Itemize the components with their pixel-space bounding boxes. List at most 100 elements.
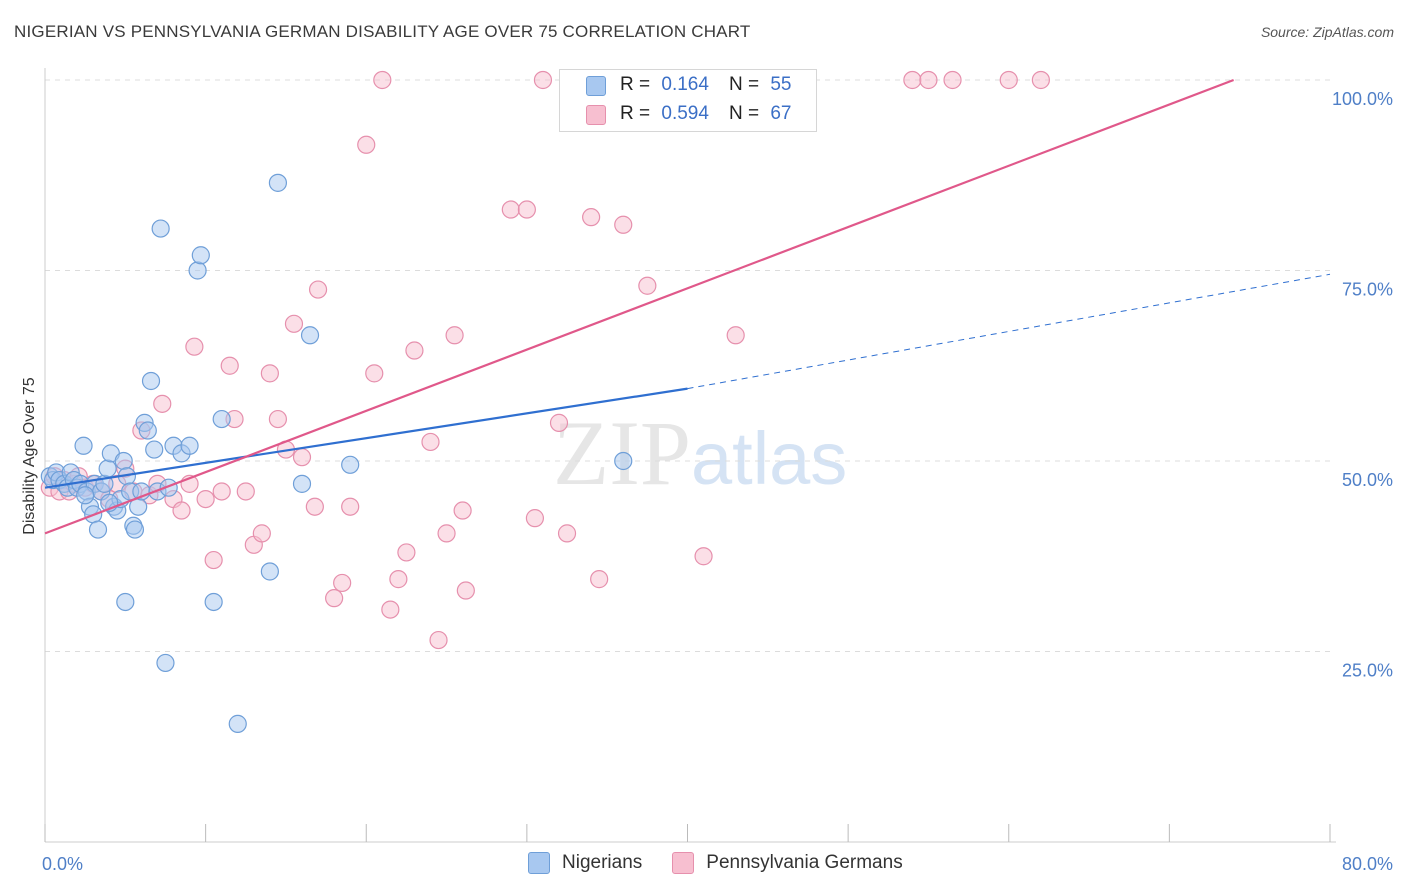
point-penn-german	[999, 70, 1018, 90]
point-penn-german	[341, 497, 360, 516]
x-tick-label: 0.0%	[42, 854, 83, 874]
trend-line-penn-germans	[44, 78, 1235, 535]
point-penn-german	[325, 589, 344, 608]
data-points	[40, 70, 1050, 733]
y-tick-label: 75.0%	[1342, 279, 1393, 299]
point-penn-german	[305, 497, 324, 516]
legend-label-nigerians: Nigerians	[562, 852, 643, 873]
point-nigerian	[204, 592, 223, 612]
y-axis-title: Disability Age Over 75	[21, 377, 38, 535]
point-penn-german	[260, 364, 279, 383]
point-penn-german	[429, 630, 448, 650]
point-penn-german	[381, 600, 400, 619]
trend-lines	[44, 78, 1331, 535]
point-nigerian	[292, 474, 312, 493]
point-nigerian	[88, 520, 108, 539]
legend-swatch-nigerians	[586, 76, 606, 96]
point-penn-german	[437, 524, 456, 543]
legend-n-label: N =	[728, 103, 760, 124]
point-penn-german	[453, 501, 472, 520]
point-penn-german	[389, 570, 408, 589]
watermark-atlas: atlas	[691, 417, 848, 500]
point-penn-german	[204, 550, 223, 570]
point-penn-german	[212, 482, 231, 501]
point-nigerian	[260, 562, 279, 581]
legend-item-penn-germans: Pennsylvania Germans	[672, 852, 903, 874]
point-penn-german	[694, 547, 713, 566]
point-nigerian	[180, 436, 199, 455]
legend-swatch-penn-germans	[672, 852, 695, 874]
point-penn-german	[252, 524, 271, 543]
legend-label-penn-germans: Pennsylvania Germans	[706, 852, 903, 873]
point-nigerian	[188, 261, 207, 280]
point-nigerian	[141, 371, 161, 391]
point-nigerian	[614, 451, 633, 471]
point-penn-german	[236, 482, 255, 501]
point-nigerian	[151, 219, 170, 238]
y-tick-label: 100.0%	[1332, 89, 1393, 109]
point-nigerian	[116, 592, 135, 612]
point-penn-german	[1031, 70, 1050, 90]
source-label: Source: ZipAtlas.com	[1260, 24, 1394, 40]
stats-legend: R = 0.164 N = 55 R = 0.594 N = 67	[559, 69, 817, 132]
y-tick-label: 25.0%	[1342, 660, 1393, 680]
point-nigerian	[191, 246, 210, 265]
point-penn-german	[397, 543, 416, 562]
trend-line-nigerians-extension	[687, 273, 1331, 390]
legend-row-penn-germans: R = 0.594 N = 67	[620, 102, 791, 126]
point-penn-german	[405, 341, 424, 360]
point-penn-german	[456, 581, 475, 600]
legend-r-label: R =	[620, 74, 651, 95]
y-tick-label: 50.0%	[1342, 470, 1393, 490]
legend-n-value: 55	[770, 74, 792, 95]
point-nigerian	[212, 409, 231, 429]
point-penn-german	[943, 70, 962, 90]
legend-row-nigerians: R = 0.164 N = 55	[620, 73, 791, 97]
legend-item-nigerians: Nigerians	[528, 852, 642, 874]
axes	[44, 68, 1336, 843]
point-penn-german	[501, 200, 520, 219]
legend-r-value: 0.594	[661, 103, 709, 124]
point-penn-german	[533, 70, 553, 90]
point-nigerian	[341, 455, 360, 474]
trend-line-nigerians	[44, 387, 688, 489]
point-penn-german	[590, 570, 609, 589]
point-nigerian	[98, 459, 117, 478]
point-nigerian	[138, 421, 157, 440]
point-penn-german	[525, 509, 545, 528]
point-nigerian	[114, 451, 133, 471]
x-tick-label: 80.0%	[1342, 854, 1393, 874]
legend-n-value: 67	[770, 103, 792, 124]
point-penn-german	[153, 394, 172, 413]
point-penn-german	[919, 70, 938, 90]
legend-r-label: R =	[620, 103, 651, 124]
point-penn-german	[284, 314, 304, 333]
point-penn-german	[549, 413, 569, 432]
point-nigerian	[268, 173, 288, 192]
chart-title: NIGERIAN VS PENNSYLVANIA GERMAN DISABILI…	[14, 22, 751, 41]
point-penn-german	[638, 276, 657, 295]
point-penn-german	[445, 326, 464, 345]
point-penn-german	[357, 135, 376, 154]
point-penn-german	[292, 448, 312, 467]
point-nigerian	[76, 486, 95, 505]
point-nigerian	[145, 440, 164, 459]
point-nigerian	[74, 436, 93, 455]
legend-n-label: N =	[728, 74, 760, 95]
point-penn-german	[903, 70, 922, 90]
point-penn-german	[517, 200, 536, 219]
point-penn-german	[614, 215, 633, 234]
point-penn-german	[308, 280, 328, 299]
point-penn-german	[557, 524, 577, 543]
point-penn-german	[220, 356, 239, 375]
zipatlas-watermark: ZIPatlas	[553, 400, 847, 506]
point-penn-german	[373, 70, 392, 90]
point-penn-german	[421, 432, 440, 452]
point-penn-german	[268, 409, 288, 429]
point-penn-german	[582, 208, 601, 227]
point-nigerian	[156, 653, 175, 673]
point-nigerian	[300, 326, 320, 345]
point-penn-german	[185, 337, 204, 356]
legend-r-value: 0.164	[661, 74, 709, 95]
